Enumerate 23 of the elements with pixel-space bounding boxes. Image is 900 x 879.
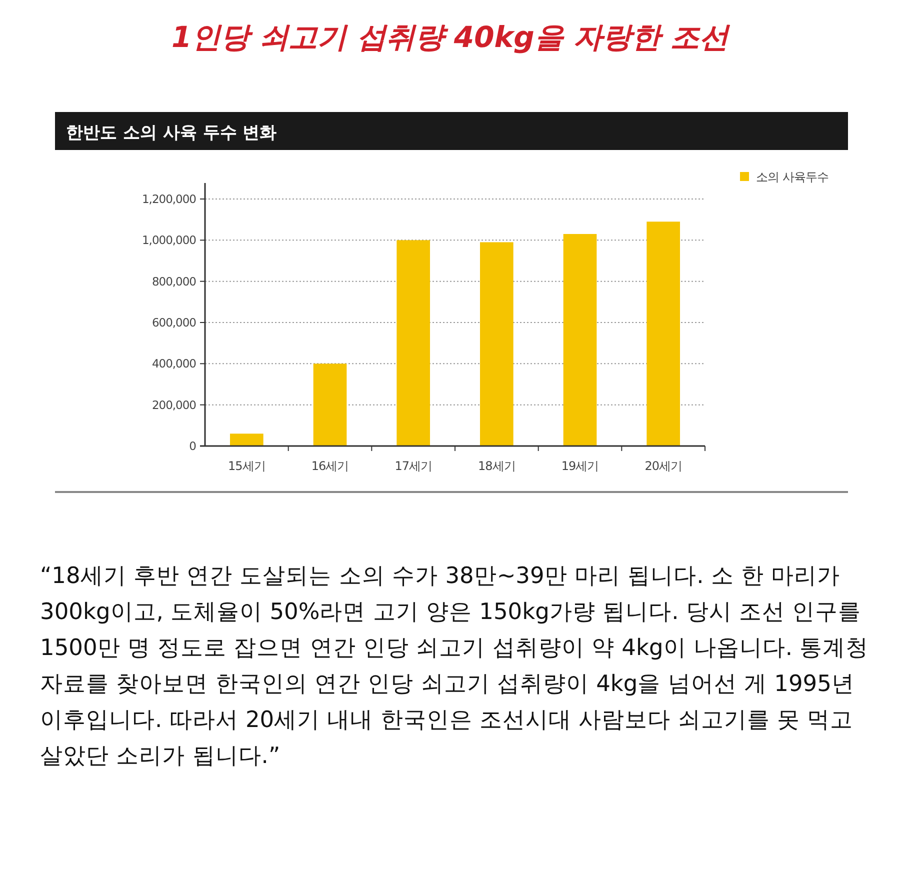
bar: [230, 434, 264, 446]
chart-title: 1인당 쇠고기 섭취량 40kg을 자랑한 조선: [170, 19, 731, 56]
y-tick-label: 800,000: [152, 274, 196, 288]
bar: [480, 242, 514, 446]
x-tick-label: 17세기: [394, 459, 432, 473]
bar: [313, 364, 347, 446]
y-tick-label: 200,000: [152, 398, 196, 412]
bar: [646, 222, 680, 446]
x-tick-label: 18세기: [478, 459, 516, 473]
y-tick-label: 1,200,000: [142, 192, 196, 206]
y-tick-label: 400,000: [152, 356, 196, 371]
legend-label: 소의 사육두수: [756, 170, 829, 184]
x-tick-label: 15세기: [228, 459, 266, 473]
chart-subtitle: 한반도 소의 사육 두수 변화: [66, 123, 277, 143]
y-tick-label: 1,000,000: [142, 233, 196, 248]
x-tick-label: 19세기: [561, 459, 599, 473]
bar: [396, 240, 430, 446]
bar: [563, 234, 597, 446]
text: “18세기 후반 연간 도살되는 소의 수가 38만~39만 마리 됩니다. 소 한 마리가 300kg이고, 도체율이 50%라면 고기 양은 150kg가량 됩니다. 당시 조선 인구를 1500만 명 정도로 잡으면 연간 인당 쇠고기 섭취량이 약 4kg이 나옵니다. 통계청 자료를 찾아보면 한국인의 연간 인당 쇠고기 섭취량이 4kg을 넘어선 게 1995년 이후입니다. 따라서 20세기 내내 한국인은 조선시대 사람보다 쇠고기를 못 먹고 살았단 소리가 됩니다.”: [40, 562, 870, 771]
x-tick-label: 16세기: [311, 459, 349, 473]
y-tick-label: 0: [189, 439, 196, 453]
x-tick-label: 20세기: [644, 459, 682, 473]
y-tick-label: 600,000: [152, 316, 196, 330]
